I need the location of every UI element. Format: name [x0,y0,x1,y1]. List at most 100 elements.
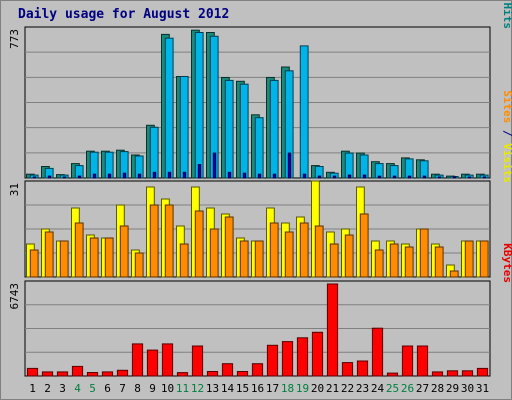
bar-pages-day-17 [272,173,277,179]
bar-kbytes-day-9 [146,349,159,377]
x-tick-day-7: 7 [119,382,126,395]
x-tick-day-27: 27 [416,382,429,395]
x-tick-day-10: 10 [161,382,174,395]
bar-sites-day-5 [89,237,99,278]
bar-sites-day-8 [134,252,144,278]
bar-pages-day-18 [287,152,292,179]
bar-sites-day-31 [479,240,489,278]
bar-kbytes-day-5 [86,372,99,377]
bar-sites-day-27 [419,228,429,278]
bar-kbytes-day-12 [191,345,204,377]
bar-pages-day-23 [362,174,367,179]
bar-pages-day-4 [77,175,82,179]
bar-kbytes-day-30 [461,370,474,377]
bar-kbytes-day-18 [281,341,294,377]
bar-sites-day-26 [404,246,414,278]
bar-sites-day-3 [59,240,69,278]
bar-pages-day-25 [392,175,397,179]
x-tick-day-19: 19 [296,382,309,395]
bar-sites-day-23 [359,213,369,278]
chart-title: Daily usage for August 2012 [18,7,230,22]
bar-files-day-19 [299,45,309,179]
bar-kbytes-day-25 [386,372,399,377]
bar-sites-day-13 [209,228,219,278]
bar-pages-day-19 [302,173,307,179]
bar-sites-day-21 [329,243,339,278]
bar-sites-day-20 [314,225,324,278]
bar-sites-day-25 [389,243,399,278]
bar-kbytes-day-10 [161,343,174,377]
legend-entry: / [501,0,512,3]
bar-pages-day-31 [482,176,487,179]
x-tick-day-23: 23 [356,382,369,395]
bar-pages-day-16 [257,173,262,179]
bar-sites-day-16 [254,240,264,278]
bar-sites-day-11 [179,243,189,278]
bar-pages-day-9 [152,171,157,179]
bar-files-day-11 [179,76,189,179]
bar-kbytes-day-26 [401,345,414,377]
x-tick-day-31: 31 [476,382,489,395]
x-tick-day-29: 29 [446,382,459,395]
bar-sites-day-2 [44,231,54,278]
bar-kbytes-day-20 [311,331,324,377]
bar-pages-day-5 [92,173,97,179]
x-tick-day-28: 28 [431,382,444,395]
bar-kbytes-day-23 [356,360,369,377]
x-tick-day-17: 17 [266,382,279,395]
bar-kbytes-day-1 [26,367,39,377]
x-tick-day-22: 22 [341,382,354,395]
bar-files-day-26 [404,158,414,179]
bar-pages-day-10 [167,171,172,179]
bar-sites-day-14 [224,216,234,278]
bar-pages-day-2 [47,175,52,179]
bar-kbytes-day-21 [326,283,339,377]
bar-kbytes-day-8 [131,343,144,377]
bar-pages-day-20 [317,175,322,179]
x-tick-day-21: 21 [326,382,339,395]
bar-kbytes-day-27 [416,345,429,377]
bar-kbytes-day-22 [341,362,354,377]
bar-sites-day-10 [164,204,174,278]
x-tick-day-12: 12 [191,382,204,395]
bar-pages-day-6 [107,173,112,179]
bar-pages-day-14 [227,171,232,179]
x-tick-day-11: 11 [176,382,189,395]
bar-kbytes-day-6 [101,371,114,377]
bar-files-day-23 [359,154,369,179]
x-tick-day-30: 30 [461,382,474,395]
bar-kbytes-day-3 [56,371,69,377]
x-tick-day-15: 15 [236,382,249,395]
legend-entry: / [501,123,512,143]
bar-kbytes-day-29 [446,370,459,377]
x-tick-day-14: 14 [221,382,235,395]
bar-pages-day-30 [467,176,472,179]
bar-pages-day-13 [212,152,217,179]
bar-kbytes-day-14 [221,363,234,377]
bar-kbytes-day-31 [476,367,489,377]
bar-kbytes-day-17 [266,344,279,377]
bar-files-day-12 [194,32,204,179]
ymax-label-kbytes: 6743 [8,283,21,310]
bar-sites-day-17 [269,222,279,278]
x-tick-day-26: 26 [401,382,414,395]
bar-kbytes-day-15 [236,371,249,377]
bar-kbytes-day-7 [116,369,129,377]
bar-files-day-22 [344,152,354,179]
x-tick-day-1: 1 [29,382,36,395]
bar-pages-day-11 [182,171,187,179]
bar-pages-day-24 [377,175,382,179]
legend-kbytes: KBytes [501,243,512,283]
bar-sites-day-7 [119,225,129,278]
x-tick-day-24: 24 [371,382,385,395]
x-tick-day-13: 13 [206,382,219,395]
x-tick-day-20: 20 [311,382,324,395]
ymax-label-visits-sites: 31 [8,183,21,196]
x-tick-day-4: 4 [74,382,81,395]
legend-hits-files-pages: Pages / Files / Hits [501,0,512,29]
bar-files-day-10 [164,37,174,179]
x-tick-day-9: 9 [149,382,156,395]
bar-sites-day-28 [434,246,444,278]
bar-kbytes-day-28 [431,371,444,377]
